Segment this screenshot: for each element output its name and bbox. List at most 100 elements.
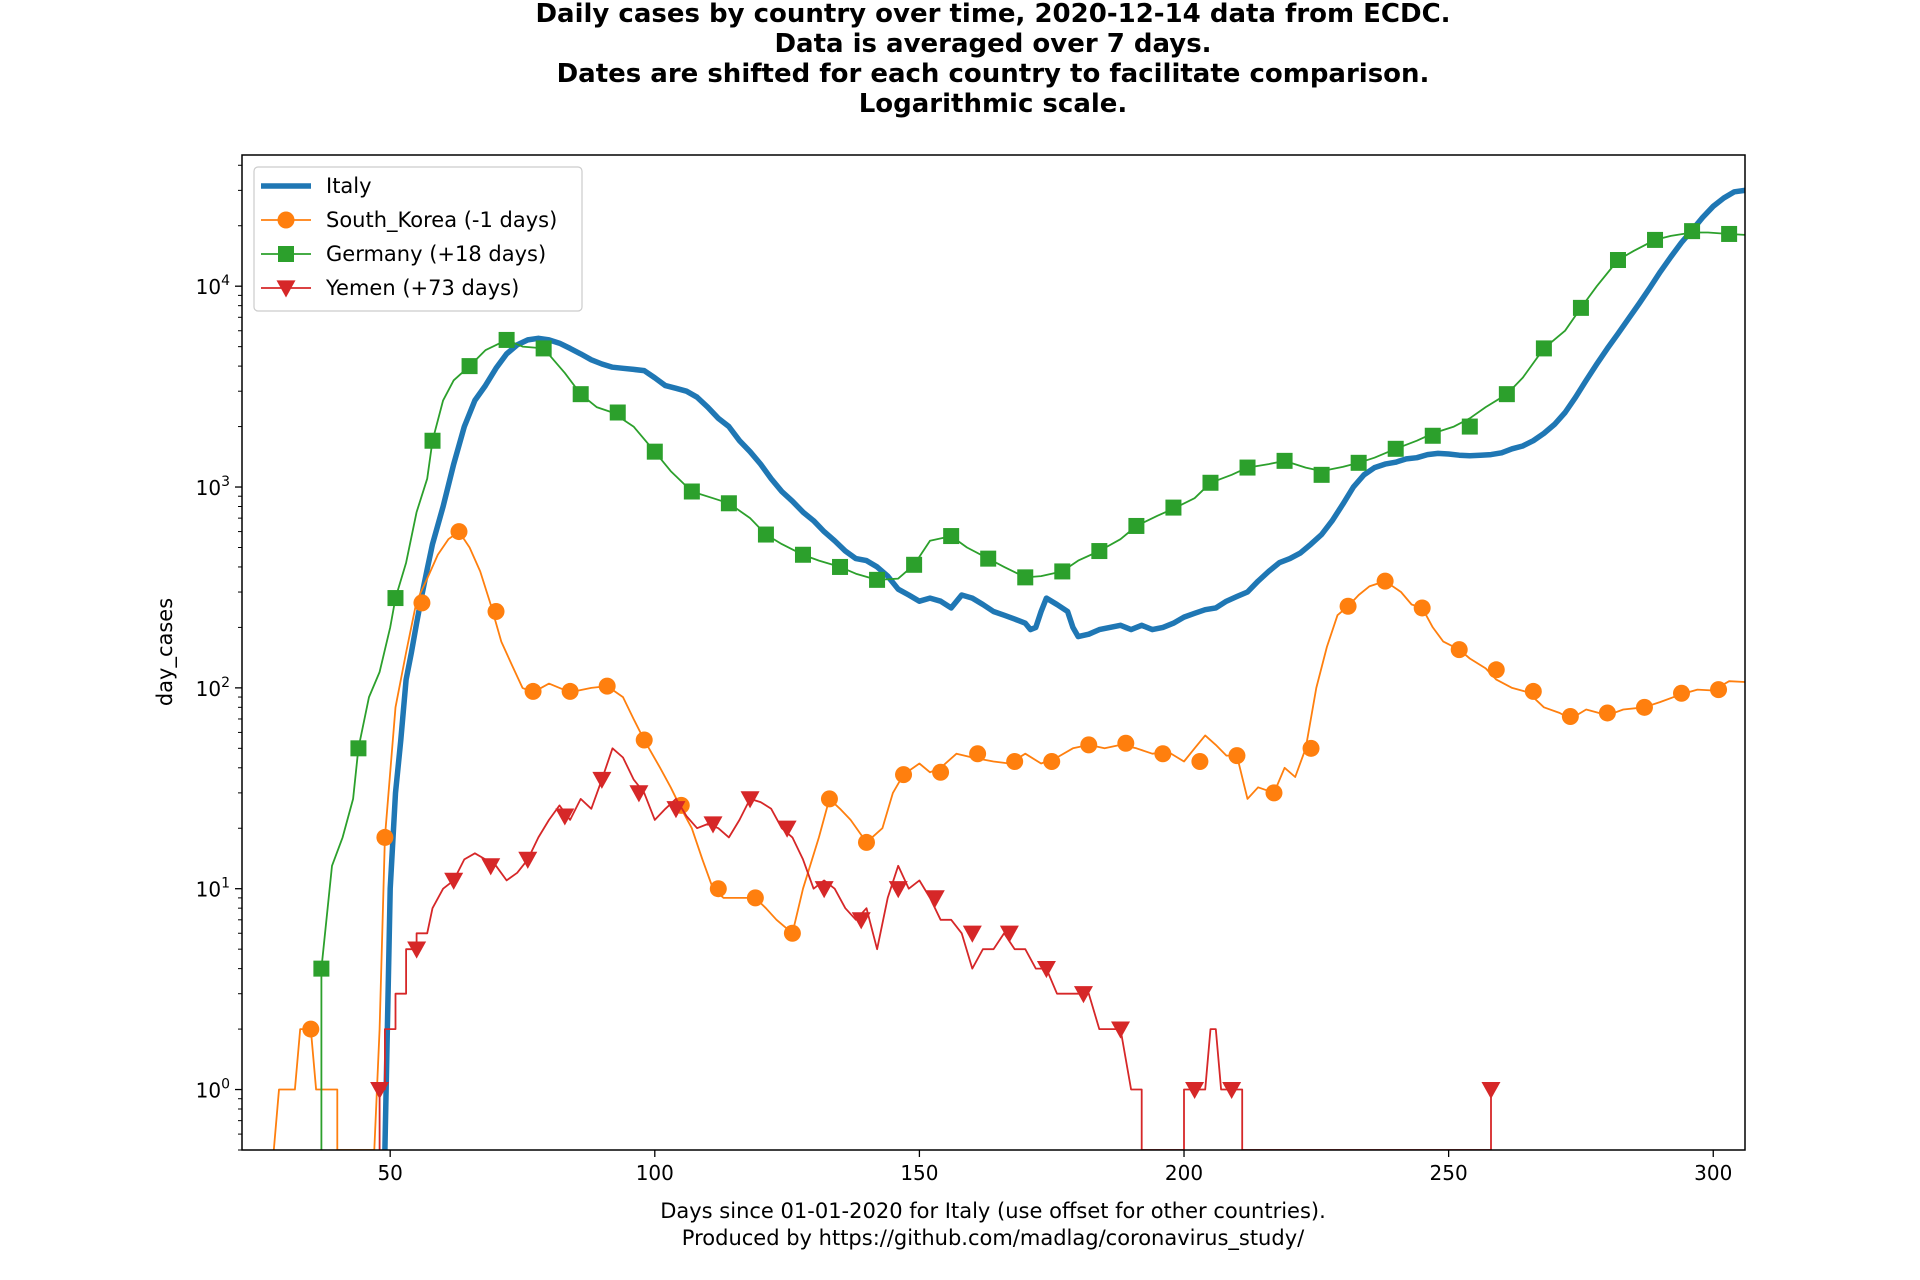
series-2-marker-7	[572, 386, 589, 403]
series-1-marker-10	[709, 880, 727, 898]
series-1-marker-24	[1228, 747, 1246, 765]
series-2-marker-19	[1017, 569, 1034, 586]
series-2-marker-34	[1572, 299, 1589, 316]
series-3-marker-3	[481, 858, 501, 876]
series-3-marker-21	[1185, 1081, 1205, 1100]
chart-title: Daily cases by country over time, 2020-1…	[535, 0, 1450, 119]
series-1-marker-11	[746, 889, 764, 907]
title-line-2: Data is averaged over 7 days.	[774, 29, 1211, 59]
y-axis-label: day_cases	[153, 598, 178, 706]
series-1-marker-5	[524, 682, 542, 700]
series-2-marker-29	[1387, 440, 1404, 457]
series-1-marker-27	[1339, 597, 1357, 615]
series-1-marker-3	[450, 523, 468, 541]
series-2-marker-16	[906, 556, 923, 573]
series-1-marker-15	[895, 766, 913, 784]
legend-marker-3	[276, 280, 296, 298]
series-0	[382, 187, 1745, 1150]
legend-label-1: South_Korea (-1 days)	[326, 208, 557, 233]
series-2-marker-9	[646, 443, 663, 460]
series-2-marker-10	[683, 483, 700, 500]
series-1-marker-4	[487, 603, 505, 621]
series-3-marker-22	[1222, 1081, 1242, 1100]
series-1-marker-37	[1710, 681, 1728, 699]
series-2-marker-32	[1498, 386, 1515, 403]
x-tick-label-3: 200	[1165, 1161, 1203, 1185]
series-1-marker-35	[1635, 698, 1653, 716]
series-3-marker-8	[666, 801, 686, 819]
series-layer	[272, 187, 1745, 1150]
series-3-marker-12	[814, 881, 834, 899]
series-3-marker-15	[925, 890, 945, 908]
y-tick-label-0: 100	[196, 1077, 230, 1103]
series-2-marker-36	[1647, 231, 1664, 248]
legend-label-0: Italy	[326, 174, 372, 198]
series-1-marker-7	[598, 677, 616, 695]
title-line-1: Daily cases by country over time, 2020-1…	[535, 0, 1450, 29]
series-1-marker-12	[783, 924, 801, 942]
series-2-marker-0	[313, 960, 330, 977]
series-2-marker-22	[1128, 517, 1145, 534]
series-2-marker-24	[1202, 474, 1219, 491]
series-1-marker-6	[561, 682, 579, 700]
series-1-marker-30	[1450, 641, 1468, 659]
x-tick-label-1: 100	[636, 1161, 674, 1185]
series-2-marker-4	[461, 358, 478, 375]
series-3-marker-19	[1073, 986, 1093, 1004]
series-2-marker-11	[720, 495, 737, 512]
series-1-marker-31	[1487, 661, 1505, 679]
series-2-marker-25	[1239, 459, 1256, 476]
x-axis-label-line-2: Produced by https://github.com/madlag/co…	[682, 1226, 1305, 1251]
title-line-3: Dates are shifted for each country to fa…	[557, 59, 1430, 89]
series-1-marker-28	[1376, 572, 1394, 590]
series-line-1	[272, 530, 1745, 1150]
series-3-marker-6	[592, 771, 612, 789]
series-2-marker-30	[1424, 427, 1441, 444]
series-3-marker-14	[888, 881, 908, 899]
series-1-marker-33	[1561, 708, 1579, 726]
series-2-marker-13	[794, 546, 811, 563]
series-2-marker-37	[1684, 223, 1701, 240]
series-line-3	[378, 747, 1492, 1150]
series-1-marker-0	[302, 1020, 320, 1038]
series-2-marker-8	[609, 404, 626, 421]
legend-label-2: Germany (+18 days)	[326, 242, 546, 266]
series-3-marker-17	[999, 925, 1019, 943]
series-2-marker-21	[1091, 543, 1108, 560]
y-tick-label-1: 101	[196, 876, 230, 902]
series-3-marker-0	[370, 1081, 390, 1100]
series-1-marker-32	[1524, 682, 1542, 700]
series-2-marker-5	[498, 331, 515, 348]
series-3-marker-9	[703, 816, 723, 834]
series-1-marker-36	[1672, 684, 1690, 702]
x-tick-label-4: 250	[1430, 1161, 1468, 1185]
series-3-marker-16	[962, 925, 982, 943]
series-3-marker-18	[1036, 961, 1056, 979]
series-3-marker-5	[555, 808, 575, 826]
legend-marker-1	[277, 211, 295, 229]
y-tick-label-3: 103	[196, 474, 230, 500]
series-3-marker-23	[1481, 1081, 1501, 1100]
legend: Italy South_Korea (-1 days) Germany (+18 d…	[253, 166, 583, 312]
series-2-marker-33	[1535, 340, 1552, 357]
x-tick-label-0: 50	[377, 1161, 402, 1185]
series-line-0	[382, 187, 1745, 1150]
y-tick-label-2: 102	[196, 675, 230, 701]
series-1-marker-23	[1191, 752, 1209, 770]
series-3-marker-11	[777, 820, 797, 838]
series-2-marker-23	[1165, 499, 1182, 516]
series-2-marker-14	[832, 558, 849, 575]
series-1-marker-22	[1154, 745, 1172, 763]
y-tick-label-4: 104	[196, 273, 230, 299]
series-1-marker-13	[820, 790, 838, 808]
series-1-marker-21	[1117, 734, 1135, 752]
series-2-marker-31	[1461, 418, 1478, 435]
series-2-marker-26	[1276, 452, 1293, 469]
series-2	[313, 223, 1745, 1150]
plot-frame	[241, 154, 1746, 1151]
x-tick-label-5: 300	[1694, 1161, 1732, 1185]
series-2-marker-1	[350, 740, 367, 757]
title-line-4: Logarithmic scale.	[859, 89, 1128, 119]
series-1-marker-18	[1006, 752, 1024, 770]
